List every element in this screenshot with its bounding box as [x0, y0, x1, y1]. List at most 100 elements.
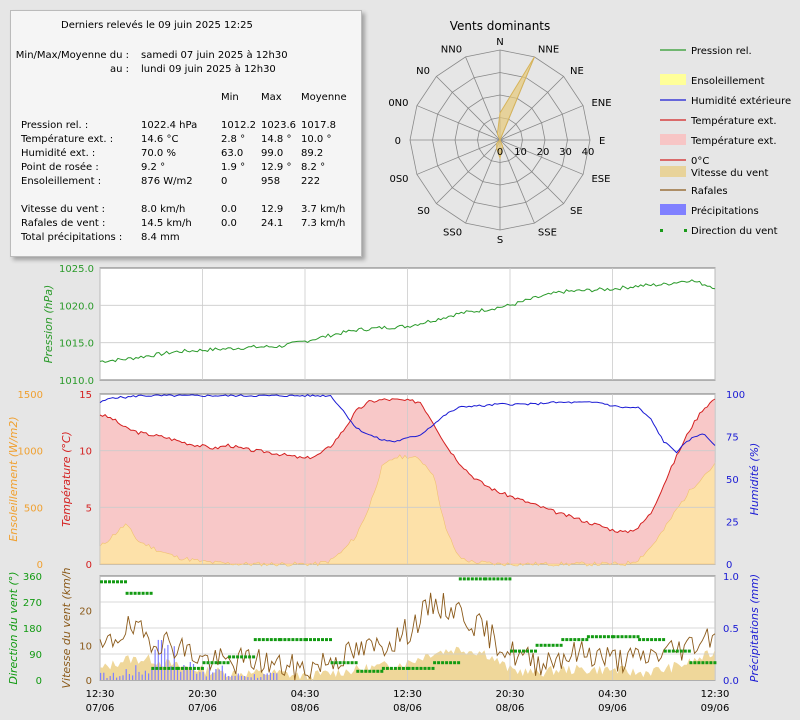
rain-bar: [148, 673, 150, 680]
rose-direction-label: NNE: [538, 45, 559, 56]
rose-direction-label: 0N0: [388, 98, 408, 109]
direction-dot: [423, 666, 427, 670]
direction-dot: [257, 638, 261, 642]
legend-label: Rafales: [691, 186, 728, 197]
x-tick-time-label: 12:30: [701, 689, 730, 700]
direction-dot: [654, 638, 658, 642]
direction-dot: [338, 661, 342, 665]
summary-avg: 7.3 km/h: [301, 218, 346, 229]
sunshine-axis-label: Ensoleillement (W/m2): [7, 416, 20, 541]
direction-dot: [309, 638, 312, 642]
rain-bar: [128, 674, 130, 680]
direction-dot: [581, 638, 585, 642]
direction-dot: [228, 655, 232, 659]
rain-bar: [112, 672, 114, 680]
direction-dot: [701, 661, 705, 665]
rain-axis-label: Précipitations (mm): [748, 574, 761, 682]
direction-dot: [530, 649, 533, 653]
summary-label: Pression rel. :: [21, 120, 89, 131]
direction-dot: [484, 577, 488, 581]
x-tick-date-label: 07/06: [86, 703, 115, 714]
rose-area: [496, 56, 535, 160]
direction-dot: [482, 577, 486, 581]
direction-dot: [283, 638, 287, 642]
legend-dot: [660, 229, 663, 232]
direction-dot: [488, 577, 492, 581]
direction-dot: [555, 643, 559, 647]
direction-dot: [210, 661, 214, 665]
rose-direction-label: E: [599, 136, 605, 147]
rain-bar: [215, 669, 217, 680]
rose-direction-label: SS0: [443, 227, 462, 238]
direction-dot: [381, 666, 385, 670]
rain-bar: [205, 676, 207, 680]
rain-bar: [212, 672, 214, 680]
direction-dot: [612, 635, 616, 639]
direction-dot: [299, 638, 303, 642]
summary-label: Rafales de vent :: [21, 218, 106, 229]
summary-label: Vitesse du vent :: [21, 204, 105, 215]
direction-dot: [389, 666, 393, 670]
rose-direction-label: N0: [416, 66, 430, 77]
summary-panel: Derniers relevés le 09 juin 2025 12:25 M…: [10, 10, 362, 257]
direction-dot: [543, 643, 547, 647]
direction-dot: [303, 638, 307, 642]
direction-dot: [675, 649, 679, 653]
direction-dot: [163, 666, 167, 670]
temperature-axis-label: Température (°C): [60, 431, 73, 527]
direction-dot: [176, 666, 180, 670]
direction-dot: [401, 666, 405, 670]
rose-direction-label: NE: [570, 66, 584, 77]
direction-dot: [510, 649, 513, 653]
rain-bar: [119, 676, 121, 680]
direction-dot: [466, 577, 470, 581]
direction-dot: [261, 638, 265, 642]
rain-bar: [151, 669, 153, 680]
direction-dot: [628, 635, 632, 639]
direction-dot: [415, 666, 419, 670]
direction-dot: [279, 638, 283, 642]
direction-dot: [551, 643, 555, 647]
direction-dot: [184, 666, 188, 670]
direction-dot: [196, 666, 200, 670]
temperature-tick-label: 15: [79, 390, 92, 401]
summary-min: 1.9 °: [221, 162, 246, 173]
direction-dot: [616, 635, 620, 639]
rain-bar: [266, 673, 268, 680]
direction-dot: [342, 661, 346, 665]
rain-bar: [157, 639, 159, 680]
x-tick-time-label: 20:30: [188, 689, 217, 700]
direction-dot: [124, 580, 127, 584]
summary-label: Ensoleillement :: [21, 176, 102, 187]
legend-label: Ensoleillement: [691, 76, 765, 87]
direction-dot: [474, 577, 478, 581]
direction-dot: [508, 577, 512, 581]
direction-dot: [620, 635, 624, 639]
direction-tick-label: 180: [23, 624, 42, 635]
direction-dot: [313, 638, 316, 642]
rose-spoke: [465, 139, 501, 224]
rose-tick-label: 10: [514, 147, 527, 158]
direction-dot: [518, 649, 521, 653]
rain-bar: [231, 675, 233, 680]
rose-spoke: [416, 139, 501, 175]
direction-dot: [295, 638, 299, 642]
rain-bar: [199, 672, 201, 680]
rose-spoke: [436, 139, 501, 204]
rose-tick-label: 0: [497, 147, 503, 158]
x-tick-time-label: 12:30: [86, 689, 115, 700]
x-tick-time-label: 12:30: [393, 689, 422, 700]
direction-dot: [573, 638, 577, 642]
rain-bar: [103, 672, 105, 680]
temperature-tick-label: 10: [79, 447, 92, 458]
direction-dot: [433, 661, 437, 665]
direction-dot: [159, 666, 163, 670]
sunshine-tick-label: 500: [24, 503, 43, 514]
col-avg-header: Moyenne: [301, 92, 347, 103]
rain-bar: [253, 674, 255, 680]
temperature-line: [99, 398, 716, 534]
rain-bar: [125, 669, 127, 680]
legend-box: [660, 166, 686, 177]
x-tick-time-label: 20:30: [496, 689, 525, 700]
direction-dot: [689, 661, 693, 665]
